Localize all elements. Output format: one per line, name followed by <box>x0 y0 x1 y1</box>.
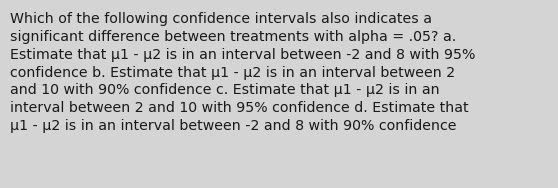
Text: Which of the following confidence intervals also indicates a
significant differe: Which of the following confidence interv… <box>10 12 475 133</box>
